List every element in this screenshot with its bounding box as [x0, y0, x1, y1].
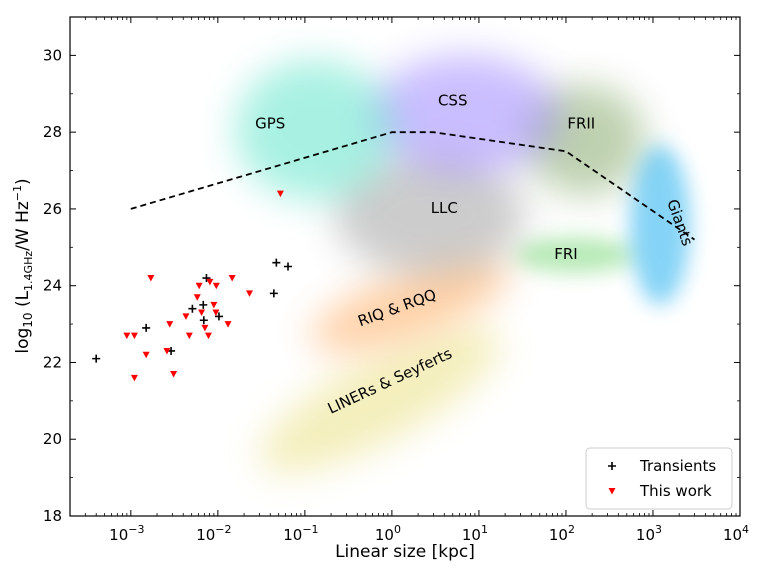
this-work-point [130, 374, 138, 382]
y-tick-label: 22 [43, 353, 62, 371]
y-tick-label: 20 [43, 430, 62, 448]
x-tick-label: 104 [723, 523, 749, 544]
region-label-gps: GPS [255, 114, 285, 132]
y-tick-label: 28 [43, 123, 62, 141]
transient-point [269, 289, 278, 298]
transient-point [202, 274, 211, 283]
ylabel-main: log [13, 328, 33, 354]
transient-point [199, 316, 208, 325]
ylabel-sup: −1 [11, 185, 24, 201]
region-label-fri: FRI [554, 245, 577, 263]
x-tick-label: 102 [549, 523, 575, 544]
transient-point [284, 262, 293, 271]
axis-ticks: 10−3 10−2 10−1 100 101 102 103 104 18 20 22 24 26 28 3… [43, 17, 749, 544]
legend-marker-this-work [608, 488, 616, 495]
this-work-point [224, 321, 232, 328]
region-blob-giants [630, 145, 690, 305]
this-work-point [228, 275, 236, 282]
region-blob-gps [235, 60, 395, 200]
transient-point [92, 354, 101, 363]
y-tick-label: 18 [43, 507, 62, 525]
y-tick-label: 24 [43, 277, 62, 295]
region-blob-liners [259, 327, 501, 473]
ylabel-unit: /W Hz [13, 201, 33, 251]
region-label-frii: FRII [567, 114, 595, 132]
legend-box [585, 447, 733, 510]
y-tick-label: 26 [43, 200, 62, 218]
this-work-point [245, 290, 253, 297]
legend-label-this-work: This work [639, 482, 712, 500]
this-work-point [212, 309, 220, 317]
this-work-point [193, 294, 201, 301]
ylabel-sub10: 10 [21, 312, 35, 327]
this-work-point [276, 190, 284, 198]
transient-point [214, 312, 223, 321]
legend-label-transients: Transients [639, 457, 716, 475]
x-tick-label: 10−2 [196, 523, 231, 544]
x-tick-label: 103 [636, 523, 662, 544]
y-tick-label: 30 [43, 46, 62, 64]
x-axis-label: Linear size [kpc] [335, 542, 475, 562]
this-work-point [198, 309, 206, 317]
transient-point [188, 304, 197, 313]
this-work-point [206, 278, 214, 286]
this-work-point [142, 351, 150, 359]
this-work-point [204, 332, 212, 340]
this-work-point [185, 332, 193, 340]
markers-layer [92, 190, 293, 382]
plot-frame [69, 16, 741, 517]
ylabel-subband: 1.4GHz [22, 251, 35, 291]
region-label-llc: LLC [431, 199, 458, 217]
regions-layer [235, 55, 690, 473]
region-label-css: CSS [438, 91, 468, 109]
this-work-point [130, 332, 138, 340]
this-work-point [182, 313, 190, 320]
legend-triangle-symbol [608, 488, 616, 495]
dashed-line-layer [130, 131, 696, 241]
region-blob-riq [310, 258, 510, 352]
this-work-point [123, 332, 131, 340]
this-work-point [166, 321, 174, 328]
this-work-point [195, 282, 203, 290]
x-tick-label: 10−1 [283, 523, 318, 544]
this-work-point [147, 275, 155, 282]
this-work-point [163, 347, 171, 355]
this-work-point [170, 370, 178, 378]
transient-point [142, 323, 151, 332]
dashed-trend-line [130, 131, 696, 241]
legend: Transients This work [585, 447, 733, 510]
x-tick-label: 101 [462, 523, 488, 544]
this-work-point [210, 301, 218, 309]
legend-marker-transients [608, 462, 616, 470]
ylabel-open: (L [13, 290, 33, 312]
transient-point [199, 300, 208, 309]
transient-point [272, 258, 281, 267]
this-work-point [201, 324, 209, 332]
region-blob-css [370, 55, 560, 175]
y-axis-label: log10 (L1.4GHz/W Hz−1) [11, 178, 35, 353]
region-blob-fri [515, 237, 635, 273]
region-blob-llc [335, 155, 525, 275]
legend-plus-symbol [608, 462, 616, 470]
this-work-point [212, 282, 220, 290]
ylabel-close: ) [13, 178, 33, 185]
x-tick-label: 10−3 [109, 523, 144, 544]
x-tick-label: 100 [375, 523, 401, 544]
